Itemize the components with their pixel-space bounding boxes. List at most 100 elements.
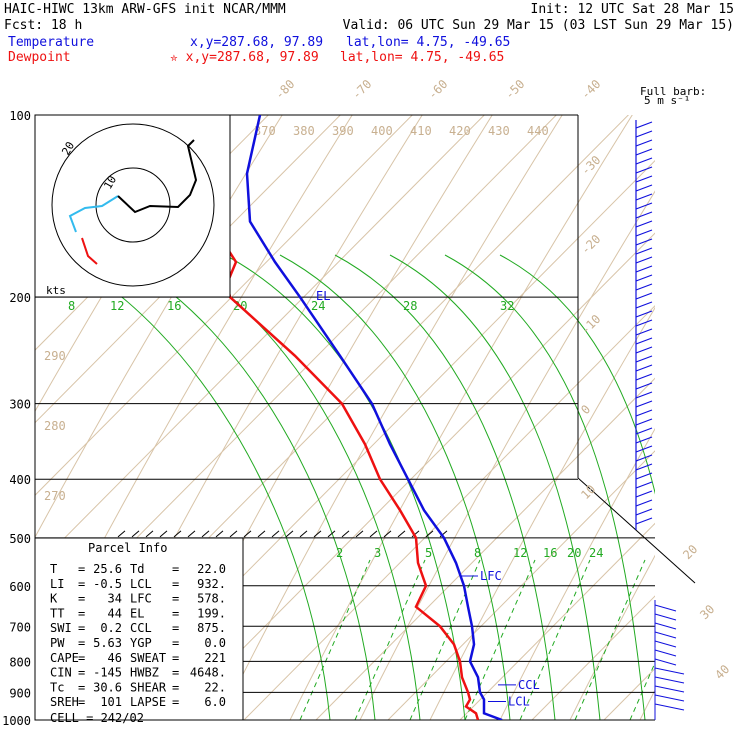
wind-barb — [635, 229, 653, 237]
hatch-mark — [313, 530, 322, 538]
hatch-mark — [243, 530, 252, 538]
wind-barb — [635, 373, 653, 381]
parcel-label-ccl: CCL — [130, 621, 152, 635]
parcel-value-cin: -145 — [93, 666, 122, 680]
isotherm-line — [171, 232, 655, 720]
parcel-label-lapse: LAPSE — [130, 695, 166, 709]
header-forecast-hour: Fcst: 18 h — [4, 18, 82, 33]
wind-barb — [635, 391, 653, 399]
wind-barb — [635, 355, 653, 363]
hodograph-ring-inner — [95, 167, 171, 243]
parcel-eq: = — [172, 695, 179, 709]
wind-barb — [635, 184, 653, 192]
dry-adiabat-label: 290 — [44, 349, 66, 363]
parcel-eq: = — [78, 636, 85, 650]
parcel-info-title: Parcel Info — [88, 541, 167, 555]
hatch-mark — [341, 530, 350, 538]
parcel-value-tt: 44 — [108, 606, 122, 620]
wind-barb — [635, 220, 653, 228]
parcel-value-k: 34 — [108, 592, 122, 606]
mixing-ratio-line — [354, 559, 426, 720]
parcel-eq: = — [172, 621, 179, 635]
isotherm-label: -70 — [349, 77, 374, 102]
hatch-mark — [383, 530, 392, 538]
wind-barb — [635, 283, 653, 291]
mixing-ratio-label: 12 — [513, 546, 527, 560]
pressure-label-800: 800 — [9, 655, 31, 669]
wind-barb — [635, 130, 653, 138]
theta-label: 390 — [332, 124, 354, 138]
wind-barb — [635, 202, 653, 210]
mixing-ratio-line — [464, 559, 536, 720]
dry-adiabat-line — [710, 55, 740, 720]
barb-legend-units: 5 m s⁻¹ — [644, 94, 690, 107]
header-init-time: Init: 12 UTC Sat 28 Mar 15 — [531, 2, 735, 17]
parcel-label-td: Td — [130, 562, 144, 576]
hatch-mark — [257, 530, 266, 538]
legend-dewpoint-latlon: lat,lon= 4.75, -49.65 — [340, 50, 504, 65]
parcel-eq: = — [78, 695, 85, 709]
hatch-mark — [145, 530, 154, 538]
parcel-info-panel — [34, 537, 244, 721]
header-model-title: HAIC-HIWC 13km ARW-GFS init NCAR/MMM — [4, 2, 286, 17]
wind-barb-low — [654, 658, 677, 666]
wind-barb-low — [654, 613, 677, 621]
wind-barb — [635, 409, 653, 417]
mixing-ratio-label: 20 — [567, 546, 581, 560]
wind-barb — [635, 427, 653, 435]
hatch-mark — [411, 530, 420, 538]
isotherm-line — [35, 115, 414, 496]
hatch-mark — [173, 530, 182, 538]
parcel-label-k: K — [50, 592, 58, 606]
parcel-eq: = — [172, 666, 179, 680]
theta-label: 440 — [527, 124, 549, 138]
isotherm-label: -50 — [502, 77, 527, 102]
parcel-label-tc: Tc — [50, 680, 64, 694]
parcel-value-lfc: 578. — [197, 592, 226, 606]
wind-barb — [635, 256, 653, 264]
wind-barb-low — [654, 631, 677, 639]
isotherm-label: 30 — [697, 602, 717, 622]
theta-label: 420 — [449, 124, 471, 138]
parcel-value-lapse: 6.0 — [204, 695, 226, 709]
wind-barb — [635, 292, 653, 300]
wind-barb — [635, 121, 653, 129]
parcel-eq: = — [78, 592, 85, 606]
moist-adiabat-line — [279, 254, 511, 720]
hatch-mark — [159, 530, 168, 538]
isotherm-line — [603, 667, 655, 720]
legend-temperature-latlon: lat,lon= 4.75, -49.65 — [346, 35, 510, 50]
wind-barb-low — [654, 667, 685, 675]
wind-barb — [635, 319, 653, 327]
parcel-value-ygp: 0.0 — [204, 636, 226, 650]
hodograph-ring-label-inner: 10 — [101, 174, 119, 192]
parcel-value-ccl: 875. — [197, 621, 226, 635]
pressure-label-1000: 1000 — [2, 714, 31, 728]
wind-barb — [635, 211, 653, 219]
parcel-label-tt: TT — [50, 606, 64, 620]
hatch-mark — [369, 530, 378, 538]
dry-adiabat-label: 280 — [44, 419, 66, 433]
wind-barb — [635, 175, 653, 183]
parcel-value-pw: 5.63 — [93, 636, 122, 650]
theta-label: 370 — [254, 124, 276, 138]
pressure-label-100: 100 — [9, 109, 31, 123]
parcel-label-sreh: SREH — [50, 695, 79, 709]
mixing-ratio-label: 12 — [110, 299, 124, 313]
hatch-mark — [285, 530, 294, 538]
moist-adiabat-line — [444, 254, 646, 720]
parcel-label-lfc: LFC — [130, 592, 152, 606]
wind-barb-low — [654, 694, 685, 702]
hatch-mark — [355, 530, 364, 538]
hatch-mark — [215, 530, 224, 538]
parcel-label-el: EL — [130, 606, 144, 620]
header-valid-time: Valid: 06 UTC Sun 29 Mar 15 (03 LST Sun … — [343, 18, 734, 33]
isotherm-line — [387, 450, 655, 720]
wind-barb — [635, 337, 653, 345]
parcel-eq: = — [78, 680, 85, 694]
dry-adiabat-line — [499, 427, 655, 720]
pressure-label-600: 600 — [9, 580, 31, 594]
pressure-label-700: 700 — [9, 620, 31, 634]
wind-barb — [635, 364, 653, 372]
wind-barb — [635, 436, 653, 444]
